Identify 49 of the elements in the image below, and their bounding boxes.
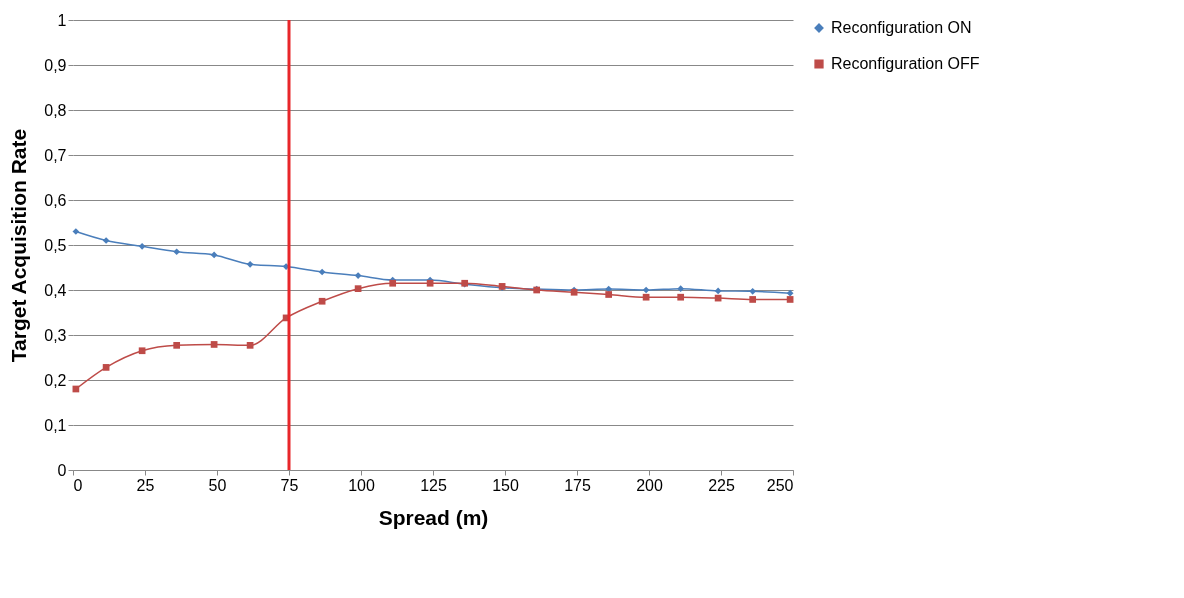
y-axis-title: Target Acquisition Rate	[7, 128, 31, 363]
y-tick-label: 0,5	[44, 236, 67, 254]
y-tick-label: 1	[57, 11, 67, 29]
point	[246, 342, 254, 349]
point	[786, 296, 794, 303]
point	[102, 364, 110, 371]
point	[173, 342, 181, 349]
point	[318, 297, 326, 305]
y-tick-label: 0,9	[44, 56, 67, 74]
y-tick-label: 0,6	[44, 191, 67, 209]
legend-label: Reconfiguration OFF	[831, 55, 980, 72]
point	[138, 243, 146, 250]
x-tick-label: 250	[766, 476, 794, 494]
y-tick-label: 0	[57, 461, 67, 479]
point	[354, 272, 362, 279]
x-tick-label: 175	[564, 476, 591, 494]
point	[138, 347, 146, 355]
point	[714, 287, 722, 295]
y-tick-label: 0,1	[44, 416, 67, 434]
point	[642, 286, 650, 294]
x-tick-label: 150	[492, 476, 519, 494]
y-tick-label: 0,8	[44, 101, 67, 119]
x-tick-label: 50	[208, 476, 227, 494]
x-tick-label: 125	[420, 476, 447, 494]
point	[786, 289, 794, 297]
x-tick-label: 75	[280, 476, 299, 494]
point	[749, 288, 757, 295]
point	[642, 293, 650, 301]
x-tick-label: 0	[73, 476, 83, 494]
point	[210, 251, 218, 259]
point	[210, 341, 218, 348]
x-tick-label: 25	[136, 476, 155, 494]
x-tick-label: 225	[708, 476, 735, 494]
x-tick-label: 200	[636, 476, 663, 494]
x-axis-title: Spread (m)	[378, 505, 489, 529]
point	[749, 296, 757, 303]
y-tick-label: 0,2	[44, 371, 67, 389]
point	[173, 248, 181, 256]
point	[354, 285, 362, 292]
y-tick-label: 0,7	[44, 146, 67, 164]
y-tick-label: 0,4	[44, 281, 67, 299]
point	[318, 268, 326, 276]
point	[677, 293, 685, 301]
y-tick-label: 0,3	[44, 326, 67, 344]
point	[605, 291, 613, 298]
legend-label: Reconfiguration ON	[831, 19, 972, 36]
x-tick-label: 100	[348, 476, 375, 494]
point	[677, 285, 685, 292]
point	[246, 261, 254, 268]
